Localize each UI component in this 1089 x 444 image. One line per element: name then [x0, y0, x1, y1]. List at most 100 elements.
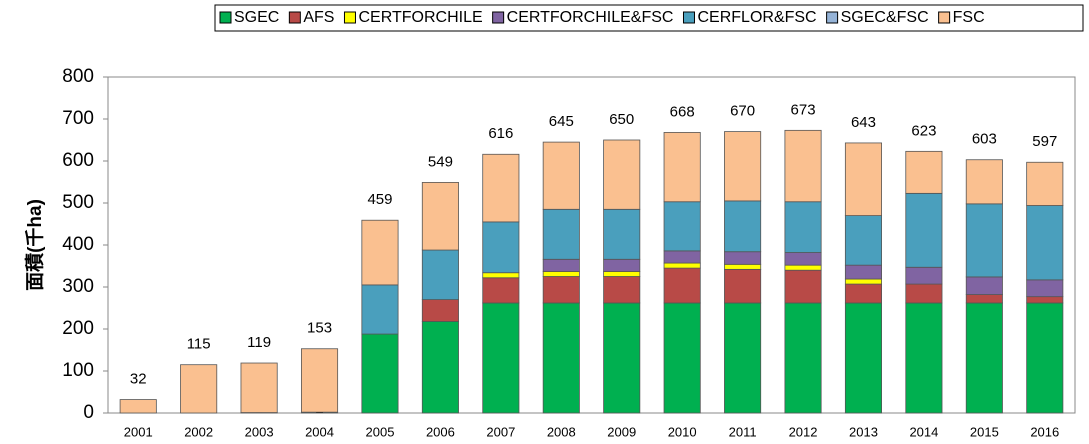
bar-segment [663, 262, 701, 269]
bar-segment [844, 142, 883, 217]
bar-segment [905, 192, 943, 268]
bar-segment [784, 129, 822, 203]
bar-segment [482, 277, 520, 304]
legend-label: SGEC [234, 9, 279, 26]
bar-segment [1026, 296, 1064, 304]
bar-segment [421, 321, 459, 414]
x-tick-label: 2005 [366, 424, 395, 439]
total-label: 645 [549, 113, 574, 130]
bar-segment [1026, 161, 1064, 206]
y-tick-label: 500 [62, 192, 94, 213]
bar-segment [844, 283, 883, 304]
bar-segment [542, 208, 580, 260]
bar-segment [844, 278, 883, 285]
bar-segment [905, 283, 943, 304]
bar-segment [663, 201, 701, 252]
bar-segment [965, 159, 1003, 205]
bar-segment [663, 250, 701, 264]
total-label: 643 [851, 114, 876, 131]
bar-segment [724, 251, 762, 265]
bar-segment [361, 284, 399, 335]
bar-segment [724, 263, 762, 270]
bar-segment [965, 302, 1003, 414]
y-tick-label: 200 [62, 318, 94, 339]
total-label: 597 [1032, 133, 1057, 150]
bar-segment [784, 302, 822, 414]
bar-segment [542, 276, 580, 304]
total-label: 119 [247, 334, 271, 351]
bar-segment [603, 208, 641, 260]
bar-segment [844, 215, 883, 266]
bar-segment [421, 249, 459, 300]
bar-segment [905, 302, 943, 414]
bar-segment [542, 302, 580, 414]
bar-segment [482, 272, 520, 279]
bar-segment [663, 302, 701, 414]
x-tick-label: 2001 [124, 424, 153, 439]
legend-label: SGEC&FSC [841, 9, 929, 26]
y-tick-label: 700 [62, 108, 94, 129]
x-tick-label: 2003 [245, 424, 274, 439]
bar-segment [844, 302, 883, 414]
x-tick-label: 2015 [970, 424, 999, 439]
bar-segment [300, 348, 339, 413]
bar-segment [663, 132, 701, 203]
x-tick-label: 2009 [607, 424, 636, 439]
x-tick-label: 2013 [849, 424, 878, 439]
legend-swatch [682, 11, 695, 24]
y-tick-label: 600 [62, 150, 94, 171]
legend-label: CERTFORCHILE [358, 9, 482, 26]
bar-segment [724, 131, 762, 202]
bar-segment [603, 258, 641, 272]
bar-segment [180, 364, 218, 414]
total-label: 603 [972, 131, 997, 148]
bar-segment [361, 333, 399, 414]
bar-segment [905, 150, 943, 194]
bar-segment [965, 276, 1003, 295]
legend-swatch [288, 11, 301, 24]
bar-segment [542, 258, 580, 272]
bar-segment [482, 302, 520, 414]
bar-segment [1026, 205, 1064, 281]
bar-segment [361, 219, 399, 286]
bar-segment [482, 221, 520, 274]
bar-segment [724, 302, 762, 414]
bar-segment [603, 139, 641, 210]
bar-segment [784, 252, 822, 266]
total-label: 670 [730, 103, 755, 120]
x-tick-label: 2012 [789, 424, 818, 439]
legend-swatch [343, 11, 356, 24]
bar-segment [965, 294, 1003, 304]
total-label: 153 [307, 320, 332, 337]
bar-segment [421, 299, 459, 322]
bar-segment [603, 302, 641, 414]
total-label: 673 [791, 101, 816, 118]
bar-segment [119, 399, 157, 414]
bar-segment [1026, 302, 1064, 414]
x-tick-label: 2006 [426, 424, 455, 439]
x-tick-label: 2004 [305, 424, 334, 439]
legend-swatch [219, 11, 232, 24]
total-label: 650 [609, 111, 634, 128]
x-tick-label: 2011 [729, 424, 757, 439]
x-tick-label: 2014 [909, 424, 938, 439]
x-tick-label: 2002 [184, 424, 213, 439]
x-tick-label: 2008 [547, 424, 576, 439]
bar-segment [965, 203, 1003, 278]
total-label: 668 [670, 103, 695, 120]
bar-segment [905, 266, 943, 285]
legend: SGEC AFS CERTFORCHILE CERTFORCHILE&FSC CERFL… [219, 9, 985, 26]
y-axis-label: 面積(千ha) [23, 199, 46, 291]
legend-swatch [938, 11, 951, 24]
total-label: 115 [187, 336, 211, 353]
bar-segment [724, 200, 762, 253]
bar-segment [724, 268, 762, 304]
total-label: 549 [428, 153, 453, 170]
y-tick-label: 800 [62, 66, 94, 87]
bar-segment [663, 267, 701, 304]
y-tick-label: 300 [62, 276, 94, 297]
legend-swatch [826, 11, 839, 24]
bar-segment [784, 264, 822, 271]
bar-segment [603, 276, 641, 304]
